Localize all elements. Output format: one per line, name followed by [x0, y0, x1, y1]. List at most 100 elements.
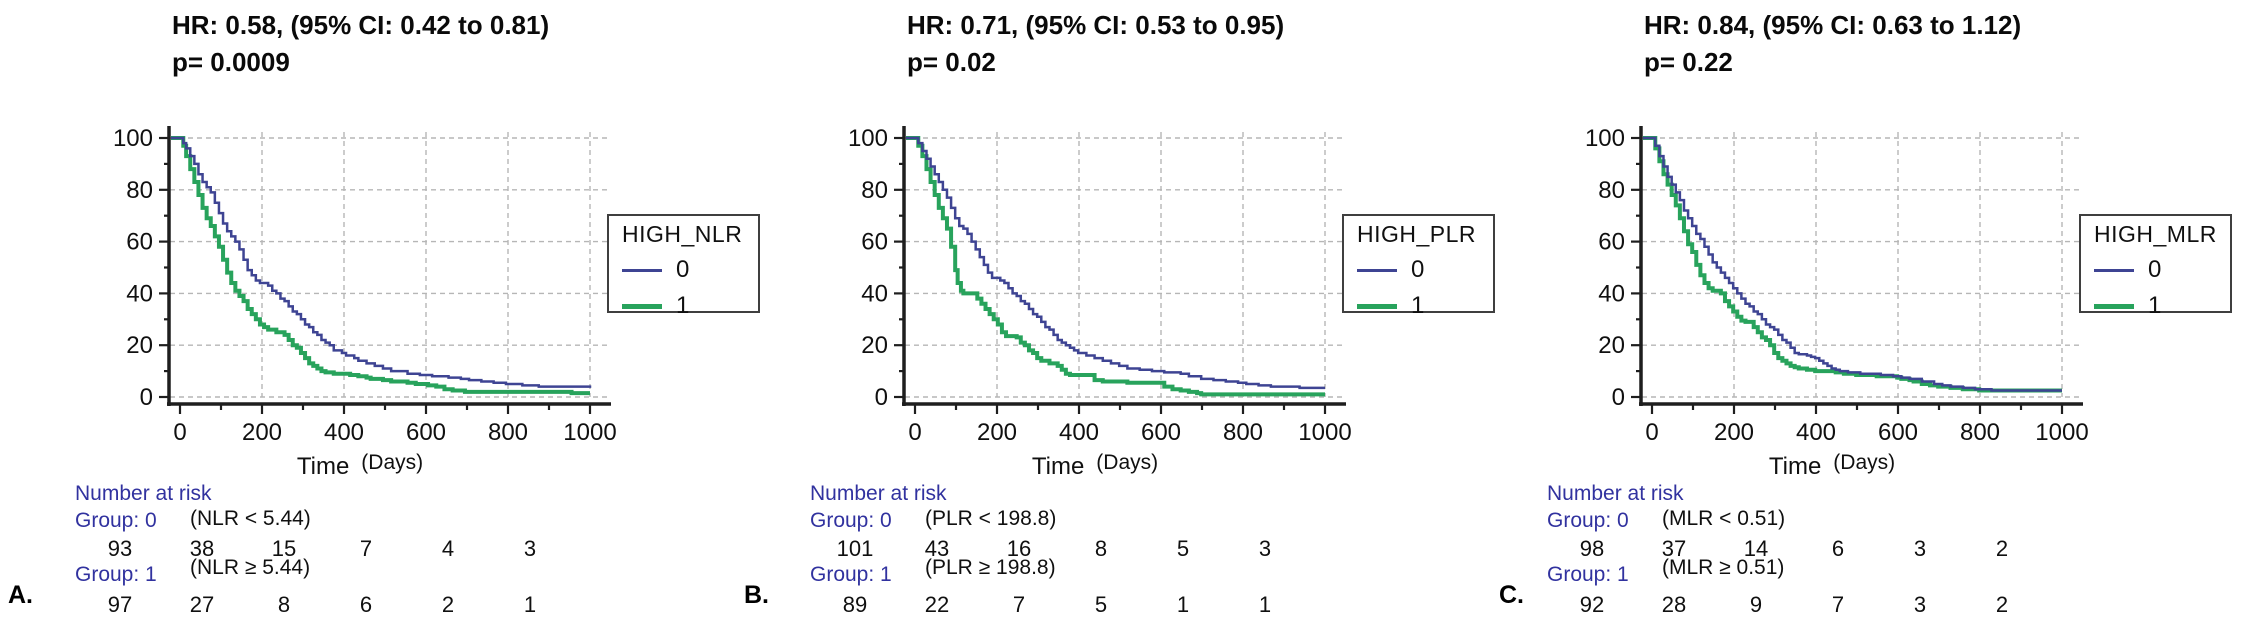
x-tick-label: 200 [242, 419, 282, 446]
at-risk-count: 15 [271, 536, 297, 561]
group1-criteria: (MLR ≥ 0.51) [1662, 556, 1785, 579]
y-tick-label: 60 [861, 229, 888, 256]
x-tick-label: 200 [1714, 419, 1754, 446]
at-risk-count: 6 [1831, 536, 1845, 561]
at-risk-count: 98 [1579, 536, 1605, 561]
at-risk-count: 28 [1661, 592, 1687, 617]
group1-line-swatch [622, 303, 662, 309]
at-risk-count: 7 [1831, 592, 1845, 617]
x-tick-label: 600 [406, 419, 446, 446]
at-risk-count: 1 [1258, 592, 1272, 617]
at-risk-group1-row: Group: 1 (PLR ≥ 198.8) [810, 556, 1056, 587]
group1-criteria: (NLR ≥ 5.44) [190, 556, 311, 579]
y-tick-label: 80 [126, 177, 153, 204]
panel-title: HR: 0.84, (95% CI: 0.63 to 1.12) p= 0.22 [1644, 7, 2021, 81]
at-risk-count: 3 [1258, 536, 1272, 561]
legend-item-group1: 1 [2094, 292, 2230, 320]
panel-letter-c: C. [1499, 581, 1524, 609]
y-tick-label: 0 [875, 384, 888, 411]
at-risk-count: 6 [359, 592, 373, 617]
y-tick-label: 40 [126, 280, 153, 307]
at-risk-count: 101 [836, 536, 874, 561]
y-tick-label: 0 [140, 384, 153, 411]
x-tick-label: 800 [1960, 419, 2000, 446]
panel-letter-b: B. [744, 581, 769, 609]
legend-title: HIGH_PLR [1357, 221, 1477, 247]
x-axis-unit: (Days) [1833, 451, 1895, 474]
y-tick-label: 0 [1612, 384, 1625, 411]
at-risk-count: 7 [359, 536, 373, 561]
at-risk-count: 27 [189, 592, 215, 617]
number-at-risk-table: Number at risk Group: 0 (PLR < 198.8) 10… [735, 0, 1484, 628]
x-tick-label: 0 [173, 419, 186, 446]
legend-item-group0: 0 [622, 256, 758, 284]
group0-line-swatch [622, 268, 662, 272]
legend-item-group1: 1 [622, 292, 758, 320]
legend-title: HIGH_MLR [2094, 221, 2217, 247]
y-tick-label: 100 [113, 125, 153, 152]
y-tick-label: 80 [1598, 177, 1625, 204]
at-risk-group0-row: Group: 0 (MLR < 0.51) [1547, 507, 1785, 533]
x-tick-label: 200 [977, 419, 1017, 446]
legend-item-label: 0 [676, 256, 690, 283]
x-tick-label: 800 [488, 419, 528, 446]
at-risk-counts-group0: 98 37 14 6 3 2 [1532, 536, 2092, 562]
at-risk-count: 3 [523, 536, 537, 561]
at-risk-heading: Number at risk [810, 482, 947, 505]
at-risk-count: 8 [277, 592, 291, 617]
group1-label: Group: 1 [1547, 563, 1629, 586]
group1-label: Group: 1 [810, 563, 892, 586]
at-risk-count: 2 [1995, 592, 2009, 617]
at-risk-group1-row: Group: 1 (NLR ≥ 5.44) [75, 556, 310, 587]
at-risk-group0-row: Group: 0 (PLR < 198.8) [810, 507, 1056, 533]
at-risk-count: 3 [1913, 536, 1927, 561]
legend-item-label: 1 [676, 292, 690, 319]
km-curve-group1 [171, 136, 590, 396]
panel-title: HR: 0.71, (95% CI: 0.53 to 0.95) p= 0.02 [907, 7, 1284, 81]
at-risk-count: 8 [1094, 536, 1108, 561]
km-curve-group0 [1643, 136, 2062, 392]
at-risk-heading: Number at risk [1547, 482, 1684, 505]
legend-box: HIGH_NLR 0 1 [607, 214, 760, 319]
group1-line-swatch [2094, 303, 2134, 309]
legend-item-group1: 1 [1357, 292, 1493, 320]
group1-line-swatch [1357, 303, 1397, 309]
at-risk-count: 1 [523, 592, 537, 617]
at-risk-counts-group0: 93 38 15 7 4 3 [60, 536, 620, 562]
at-risk-count: 2 [1995, 536, 2009, 561]
at-risk-count: 97 [107, 592, 133, 617]
panel-letter-a: A. [8, 581, 33, 609]
x-axis-unit: (Days) [1096, 451, 1158, 474]
x-tick-label: 600 [1141, 419, 1181, 446]
y-tick-label: 20 [126, 332, 153, 359]
y-tick-label: 20 [861, 332, 888, 359]
legend-box: HIGH_MLR 0 1 [2079, 214, 2232, 319]
group0-criteria: (MLR < 0.51) [1662, 507, 1786, 530]
group0-label: Group: 0 [75, 509, 157, 532]
hr-ci-text: HR: 0.71, (95% CI: 0.53 to 0.95) [907, 10, 1285, 40]
group0-line-swatch [2094, 268, 2134, 272]
at-risk-counts-group1: 89 22 7 5 1 1 [795, 592, 1355, 618]
group0-label: Group: 0 [1547, 509, 1629, 532]
legend-box: HIGH_PLR 0 1 [1342, 214, 1495, 319]
number-at-risk-table: Number at risk Group: 0 (NLR < 5.44) 93 3… [0, 0, 749, 628]
legend-item-label: 1 [1411, 292, 1425, 319]
legend-item-group0: 0 [1357, 256, 1493, 284]
at-risk-count: 9 [1749, 592, 1763, 617]
at-risk-count: 43 [924, 536, 950, 561]
number-at-risk-table: Number at risk Group: 0 (MLR < 0.51) 98 3… [1472, 0, 2221, 628]
x-tick-label: 1000 [563, 419, 616, 446]
km-curve-group1 [906, 136, 1325, 397]
y-tick-label: 100 [848, 125, 888, 152]
hr-ci-text: HR: 0.84, (95% CI: 0.63 to 1.12) [1644, 10, 2022, 40]
x-axis-unit: (Days) [361, 451, 423, 474]
x-tick-label: 800 [1223, 419, 1263, 446]
at-risk-count: 38 [189, 536, 215, 561]
group0-label: Group: 0 [810, 509, 892, 532]
p-value-text: p= 0.02 [907, 47, 996, 77]
x-tick-label: 400 [1059, 419, 1099, 446]
